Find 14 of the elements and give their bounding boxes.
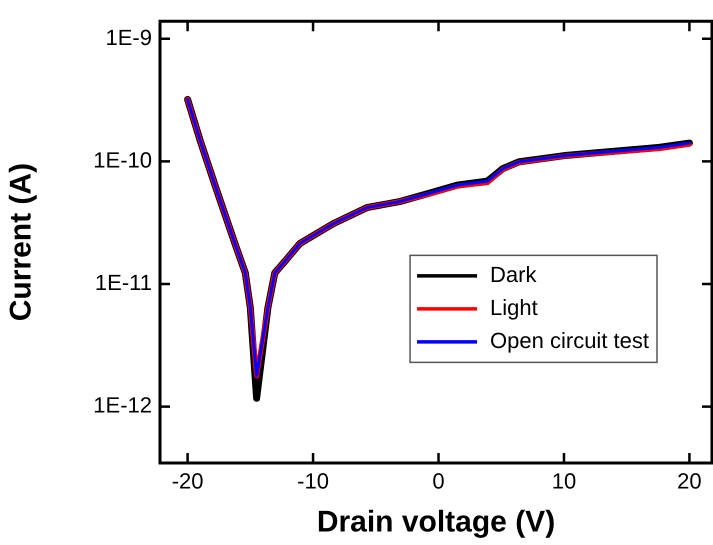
y-tick-label: 1E-12 (93, 392, 152, 418)
x-tick-label: -20 (172, 468, 204, 494)
legend-label: Dark (490, 262, 538, 287)
legend-label: Light (490, 294, 538, 320)
x-tick-label: -10 (297, 468, 329, 494)
x-axis-title: Drain voltage (V) (316, 505, 556, 538)
legend-label: Open circuit test (490, 328, 649, 353)
x-tick-label: 20 (677, 468, 702, 494)
y-tick-label: 1E-11 (94, 270, 152, 296)
y-tick-label: 1E-10 (93, 147, 152, 172)
y-axis-title: Current (A) (4, 162, 38, 322)
x-tick-label: 0 (432, 468, 445, 494)
x-tick-label: 10 (552, 468, 576, 494)
y-tick-label: 1E-9 (106, 24, 152, 50)
